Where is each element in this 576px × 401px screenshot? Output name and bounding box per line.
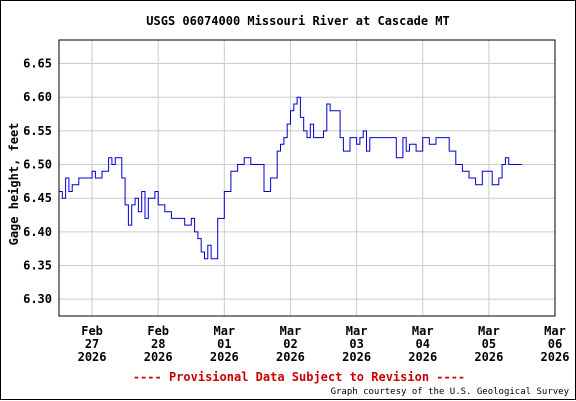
x-tick-label-month: Mar (412, 324, 434, 338)
x-tick-label-day: 06 (548, 337, 562, 351)
x-tick-label-year: 2026 (276, 350, 305, 364)
plot-area (59, 40, 555, 316)
x-tick-label-year: 2026 (210, 350, 239, 364)
y-tick-label: 6.45 (23, 191, 52, 205)
x-tick-label-year: 2026 (474, 350, 503, 364)
x-tick-label-month: Feb (147, 324, 169, 338)
y-tick-label: 6.50 (23, 158, 52, 172)
x-tick-label-month: Feb (81, 324, 103, 338)
x-tick-label-day: 04 (416, 337, 430, 351)
x-tick-labels: Feb272026Feb282026Mar012026Mar022026Mar0… (78, 324, 570, 364)
x-tick-label-day: 02 (283, 337, 297, 351)
x-tick-label-year: 2026 (408, 350, 437, 364)
x-tick-label-day: 05 (482, 337, 496, 351)
x-tick-label-day: 28 (151, 337, 165, 351)
x-tick-label-year: 2026 (342, 350, 371, 364)
chart-title: USGS 06074000 Missouri River at Cascade … (146, 14, 449, 28)
series-line-0 (59, 96, 522, 260)
provisional-notice: ---- Provisional Data Subject to Revisio… (133, 370, 465, 384)
x-tick-label-month: Mar (478, 324, 500, 338)
x-tick-label-month: Mar (213, 324, 235, 338)
x-tick-label-day: 01 (217, 337, 231, 351)
x-tick-label-year: 2026 (78, 350, 107, 364)
y-tick-label: 6.65 (23, 57, 52, 71)
x-tick-label-month: Mar (346, 324, 368, 338)
y-tick-labels: 6.30 6.35 6.40 6.45 6.50 6.55 6.60 6.65 (23, 57, 52, 307)
x-tick-label-year: 2026 (144, 350, 173, 364)
y-tick-label: 6.55 (23, 124, 52, 138)
x-tick-label-month: Mar (280, 324, 302, 338)
x-tick-label-month: Mar (544, 324, 566, 338)
graph-credit: Graph courtesy of the U.S. Geological Su… (331, 387, 570, 397)
y-tick-label: 6.30 (23, 292, 52, 306)
y-tick-label: 6.60 (23, 90, 52, 104)
x-tick-label-year: 2026 (541, 350, 570, 364)
y-tick-label: 6.35 (23, 259, 52, 273)
y-tick-label: 6.40 (23, 225, 52, 239)
series-layer (59, 96, 522, 260)
y-axis-label: Gage height, feet (7, 123, 21, 246)
plot-border (58, 39, 556, 317)
x-tick-label-day: 27 (85, 337, 99, 351)
x-tick-label-day: 03 (349, 337, 363, 351)
